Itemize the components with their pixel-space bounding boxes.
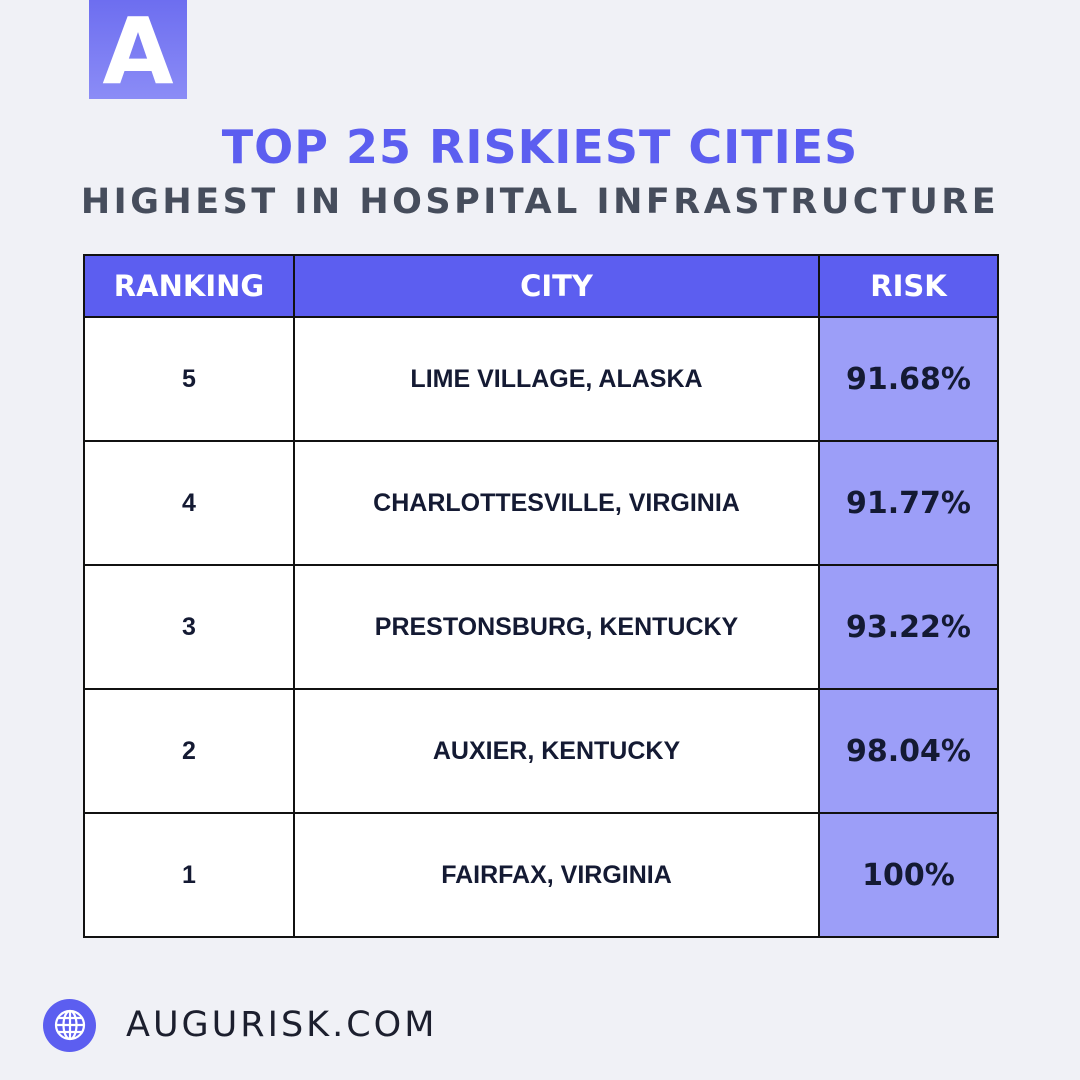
ranking-cell: 4 <box>83 440 295 566</box>
table-row: 1 FAIRFAX, VIRGINIA 100% <box>83 812 999 938</box>
table-header-row: RANKING CITY RISK <box>83 254 999 318</box>
column-header-risk: RISK <box>818 254 999 318</box>
brand-logo: A <box>89 0 187 99</box>
city-cell: FAIRFAX, VIRGINIA <box>293 812 820 938</box>
city-cell: CHARLOTTESVILLE, VIRGINIA <box>293 440 820 566</box>
table-row: 5 LIME VILLAGE, ALASKA 91.68% <box>83 316 999 442</box>
column-header-ranking: RANKING <box>83 254 295 318</box>
logo-letter: A <box>102 0 174 105</box>
globe-icon <box>43 998 96 1052</box>
city-cell: AUXIER, KENTUCKY <box>293 688 820 814</box>
risk-cell: 100% <box>818 812 999 938</box>
page-subtitle: HIGHEST IN HOSPITAL INFRASTRUCTURE <box>80 182 1000 222</box>
risk-cell: 91.77% <box>818 440 999 566</box>
risk-cell: 98.04% <box>818 688 999 814</box>
table-row: 3 PRESTONSBURG, KENTUCKY 93.22% <box>83 564 999 690</box>
city-cell: PRESTONSBURG, KENTUCKY <box>293 564 820 690</box>
risk-cell: 93.22% <box>818 564 999 690</box>
ranking-cell: 1 <box>83 812 295 938</box>
table-row: 4 CHARLOTTESVILLE, VIRGINIA 91.77% <box>83 440 999 566</box>
table-row: 2 AUXIER, KENTUCKY 98.04% <box>83 688 999 814</box>
city-cell: LIME VILLAGE, ALASKA <box>293 316 820 442</box>
website-link[interactable]: AUGURISK.COM <box>126 1005 438 1045</box>
ranking-cell: 5 <box>83 316 295 442</box>
page-title: TOP 25 RISKIEST CITIES <box>221 120 859 174</box>
risk-table: RANKING CITY RISK 5 LIME VILLAGE, ALASKA… <box>83 254 999 938</box>
footer: AUGURISK.COM <box>43 998 437 1052</box>
column-header-city: CITY <box>293 254 820 318</box>
ranking-cell: 2 <box>83 688 295 814</box>
ranking-cell: 3 <box>83 564 295 690</box>
risk-cell: 91.68% <box>818 316 999 442</box>
